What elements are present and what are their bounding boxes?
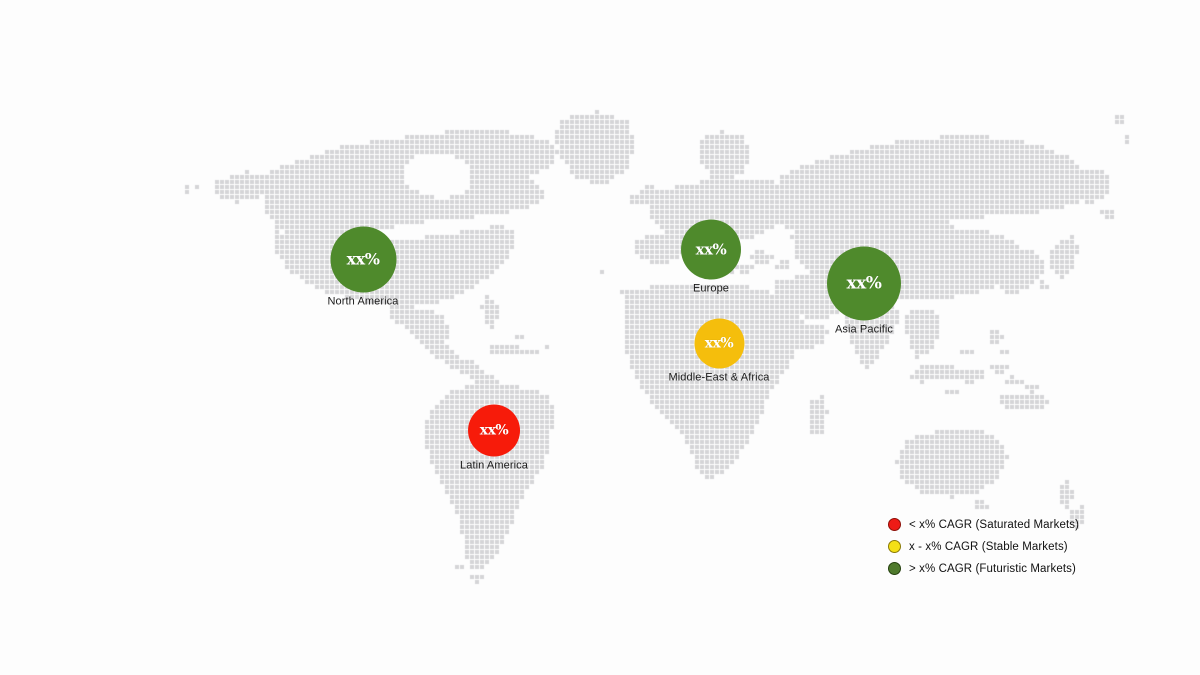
legend-dot-icon-legend-saturated	[888, 518, 901, 531]
bubble-label-latin-america: Latin America	[460, 459, 528, 472]
bubble-value-north-america: xx%	[346, 249, 380, 269]
region-bubble-north-america[interactable]: xx% North America	[327, 226, 399, 308]
legend-item-legend-stable: x - x% CAGR (Stable Markets)	[888, 540, 1079, 553]
bubble-label-europe: Europe	[692, 282, 730, 295]
region-bubble-middle-east-africa[interactable]: xx% Middle-East & Africa	[668, 318, 770, 384]
bubble-circle-europe[interactable]: xx%	[681, 219, 741, 280]
bubble-circle-asia-pacific[interactable]: xx%	[827, 246, 901, 321]
bubble-label-middle-east-africa: Middle-East & Africa	[668, 371, 770, 384]
bubble-value-latin-america: xx%	[479, 422, 509, 439]
bubble-label-asia-pacific: Asia Pacific	[834, 323, 894, 336]
region-bubble-europe[interactable]: xx% Europe	[681, 219, 741, 295]
bubble-value-middle-east-africa: xx%	[704, 335, 734, 352]
region-bubble-asia-pacific[interactable]: xx% Asia Pacific	[827, 246, 901, 336]
legend-label-legend-saturated: < x% CAGR (Saturated Markets)	[909, 518, 1080, 531]
bubble-value-europe: xx%	[695, 240, 727, 258]
region-bubble-latin-america[interactable]: xx% Latin America	[460, 404, 528, 472]
bubble-value-asia-pacific: xx%	[846, 273, 882, 293]
bubble-circle-north-america[interactable]: xx%	[330, 226, 396, 293]
legend-label-legend-stable: x - x% CAGR (Stable Markets)	[909, 540, 1068, 553]
legend: < x% CAGR (Saturated Markets) x - x% CAGR…	[888, 518, 1079, 575]
bubble-label-north-america: North America	[327, 295, 399, 308]
legend-item-legend-saturated: < x% CAGR (Saturated Markets)	[888, 518, 1079, 531]
bubble-circle-latin-america[interactable]: xx%	[467, 404, 520, 457]
bubble-circle-middle-east-africa[interactable]: xx%	[693, 318, 744, 369]
legend-dot-icon-legend-futuristic	[888, 562, 901, 575]
legend-dot-icon-legend-stable	[888, 540, 901, 553]
legend-label-legend-futuristic: > x% CAGR (Futuristic Markets)	[909, 562, 1076, 575]
legend-item-legend-futuristic: > x% CAGR (Futuristic Markets)	[888, 562, 1079, 575]
